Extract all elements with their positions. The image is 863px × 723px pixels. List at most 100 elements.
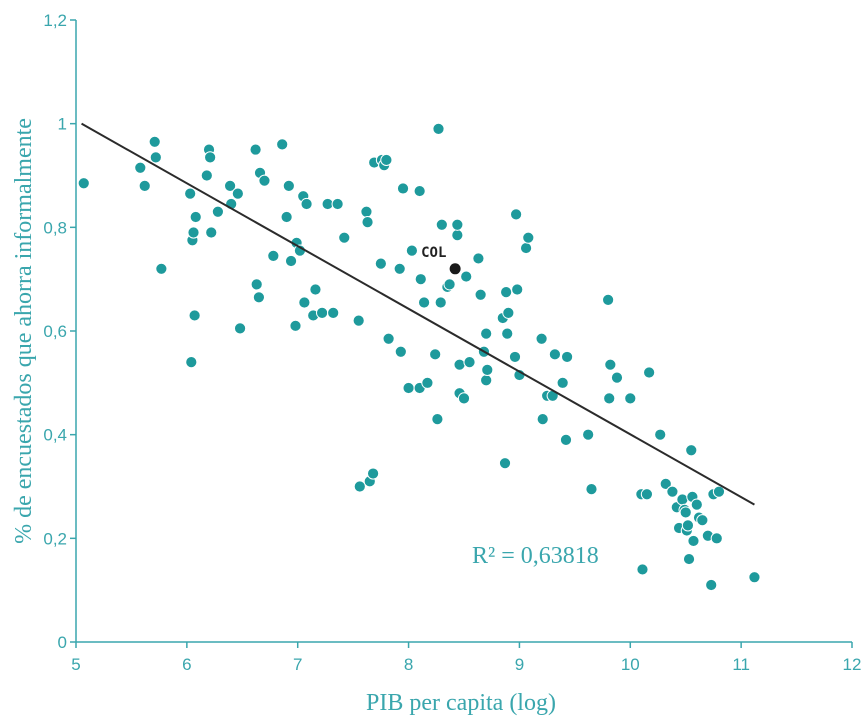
data-point	[682, 552, 696, 566]
trendline	[81, 122, 755, 506]
data-point	[559, 433, 573, 446]
data-point	[603, 392, 616, 405]
data-point	[659, 477, 672, 491]
data-point	[463, 356, 476, 369]
data-point	[536, 413, 549, 426]
data-point	[582, 428, 595, 441]
data-point	[252, 291, 266, 304]
data-point	[640, 488, 654, 501]
data-point	[480, 374, 493, 387]
data-point	[432, 122, 445, 135]
x-tick-label: 12	[843, 655, 862, 674]
data-point	[453, 358, 466, 371]
data-point	[451, 218, 464, 231]
data-point	[585, 482, 598, 496]
data-point	[134, 161, 147, 174]
data-point	[405, 244, 418, 257]
data-point	[501, 327, 514, 340]
data-point	[502, 306, 515, 319]
data-point	[457, 392, 471, 405]
data-point	[429, 348, 442, 361]
y-axis-title: % de encuestados que ahorra informalment…	[11, 118, 37, 544]
data-point	[267, 249, 280, 262]
data-point	[681, 519, 695, 532]
data-point	[480, 327, 493, 340]
data-point	[309, 283, 322, 296]
data-point	[200, 169, 213, 182]
data-point	[679, 506, 692, 519]
data-point	[250, 278, 263, 291]
data-point	[435, 218, 448, 231]
data-point	[687, 534, 700, 548]
data-point	[360, 205, 373, 218]
y-tick-label: 1,2	[43, 11, 67, 30]
data-point	[394, 345, 407, 358]
data-point	[396, 182, 410, 195]
axes	[75, 20, 852, 643]
data-points	[77, 122, 761, 592]
data-point	[666, 485, 679, 498]
data-point	[205, 226, 218, 239]
data-point	[148, 135, 161, 148]
y-tick-label: 0,6	[43, 322, 67, 341]
data-point	[451, 229, 464, 242]
data-point	[189, 210, 202, 224]
data-point	[431, 413, 444, 426]
data-point	[690, 498, 703, 511]
data-point	[366, 467, 380, 480]
data-point	[338, 231, 351, 244]
data-point	[204, 151, 217, 164]
data-point	[298, 296, 311, 309]
data-point	[393, 262, 406, 275]
data-point	[138, 179, 151, 192]
y-tick-label: 1	[58, 115, 67, 134]
data-point	[434, 296, 447, 309]
data-point	[510, 208, 523, 221]
y-tick-label: 0	[58, 633, 67, 652]
data-point	[258, 174, 271, 187]
data-point	[443, 278, 456, 291]
data-point	[500, 286, 513, 299]
data-point	[602, 293, 615, 306]
data-point	[522, 231, 535, 244]
col-highlight-point	[449, 263, 461, 275]
data-point	[211, 205, 224, 218]
data-point	[676, 493, 689, 506]
data-point	[231, 187, 244, 200]
data-point	[560, 350, 574, 364]
data-point	[604, 358, 617, 371]
data-point	[712, 485, 726, 498]
data-point	[380, 153, 393, 167]
data-point	[184, 187, 197, 200]
y-ticks: 0 0,2 0,4 0,6 0,8 1 1,2	[43, 11, 76, 652]
data-point	[316, 306, 329, 319]
data-point	[610, 371, 624, 384]
data-point	[654, 428, 667, 441]
data-point	[421, 376, 434, 389]
data-point	[474, 288, 487, 301]
data-point	[282, 179, 295, 192]
r-squared-annotation: R² = 0,63818	[472, 543, 599, 569]
x-tick-label: 11	[732, 655, 750, 674]
y-tick-label: 0,4	[43, 426, 67, 445]
data-point	[402, 381, 415, 395]
data-point	[185, 356, 198, 369]
data-point	[624, 392, 637, 405]
data-point	[498, 457, 512, 470]
data-point	[77, 177, 90, 190]
data-point	[187, 226, 200, 239]
data-point	[508, 350, 522, 364]
x-tick-label: 5	[71, 655, 80, 674]
x-tick-label: 8	[404, 655, 413, 674]
data-point	[382, 332, 395, 345]
col-label: COL	[421, 245, 446, 261]
data-point	[149, 151, 162, 164]
data-point	[643, 366, 656, 379]
data-point	[636, 563, 649, 576]
data-point	[519, 241, 533, 255]
y-tick-label: 0,2	[43, 529, 67, 548]
data-point	[361, 216, 374, 229]
data-point	[748, 571, 761, 584]
data-point	[472, 252, 485, 265]
data-point	[289, 319, 302, 332]
